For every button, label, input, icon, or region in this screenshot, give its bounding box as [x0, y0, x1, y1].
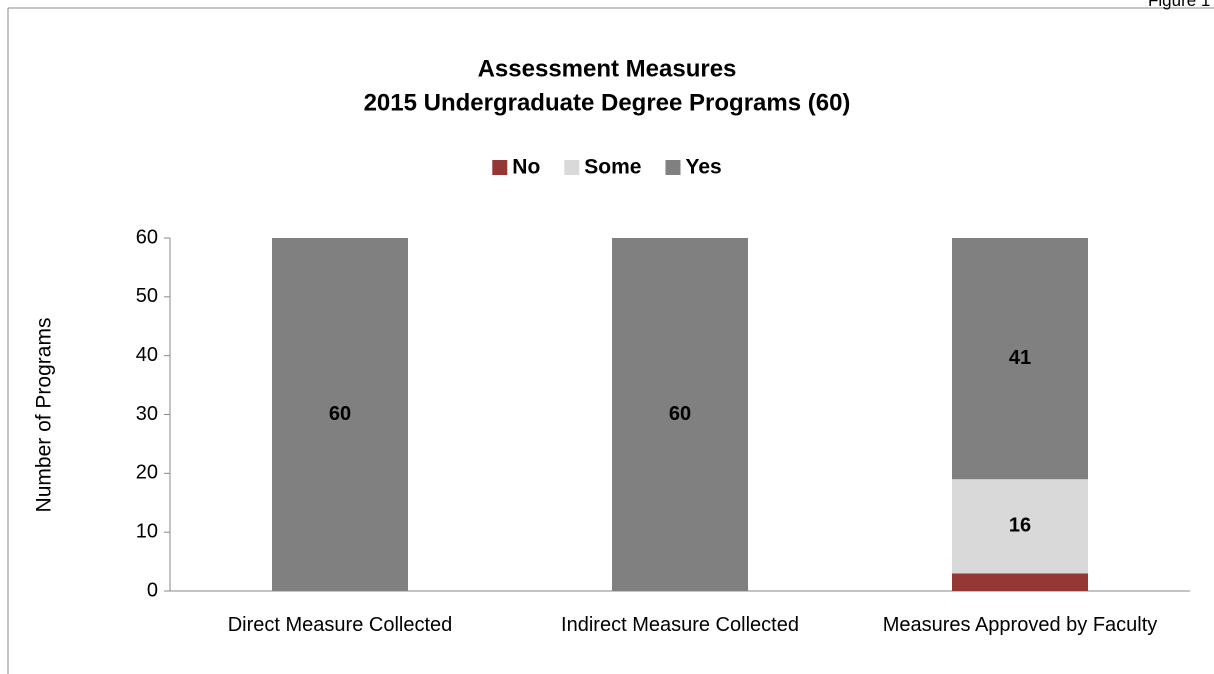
- legend-swatch: [564, 160, 580, 175]
- data-label: 60: [329, 403, 351, 425]
- x-tick-label: Measures Approved by Faculty: [882, 614, 1158, 636]
- y-tick-label: 0: [147, 579, 158, 601]
- y-tick-label: 40: [136, 344, 158, 366]
- legend-label: Yes: [685, 156, 721, 179]
- y-tick-label: 30: [136, 403, 158, 425]
- x-tick-label: Indirect Measure Collected: [561, 614, 799, 636]
- legend-swatch: [492, 160, 508, 175]
- legend-label: No: [512, 156, 540, 179]
- y-tick-label: 50: [136, 285, 158, 307]
- bar-segment: [952, 573, 1088, 591]
- x-tick-label: Direct Measure Collected: [227, 614, 453, 636]
- y-tick-label: 60: [136, 226, 158, 248]
- bar-segment: [952, 238, 1088, 480]
- legend: No Some Yes: [492, 156, 722, 179]
- bar-segment: [612, 238, 748, 591]
- chart-title: 2015 Undergraduate Degree Programs (60): [364, 89, 851, 116]
- data-label: 60: [669, 403, 691, 425]
- y-axis-label: Number of Programs: [33, 318, 56, 513]
- bar-segment: [272, 238, 408, 591]
- bar-segment: [952, 479, 1088, 574]
- data-label: 41: [1009, 347, 1031, 369]
- legend-swatch: [665, 160, 681, 175]
- legend-label: Some: [584, 156, 641, 179]
- chart-title: Assessment Measures: [478, 55, 737, 82]
- y-tick-label: 10: [136, 520, 158, 542]
- figure-label: Figure 1: [1148, 0, 1210, 10]
- y-tick-label: 20: [136, 462, 158, 484]
- data-label: 16: [1009, 515, 1031, 537]
